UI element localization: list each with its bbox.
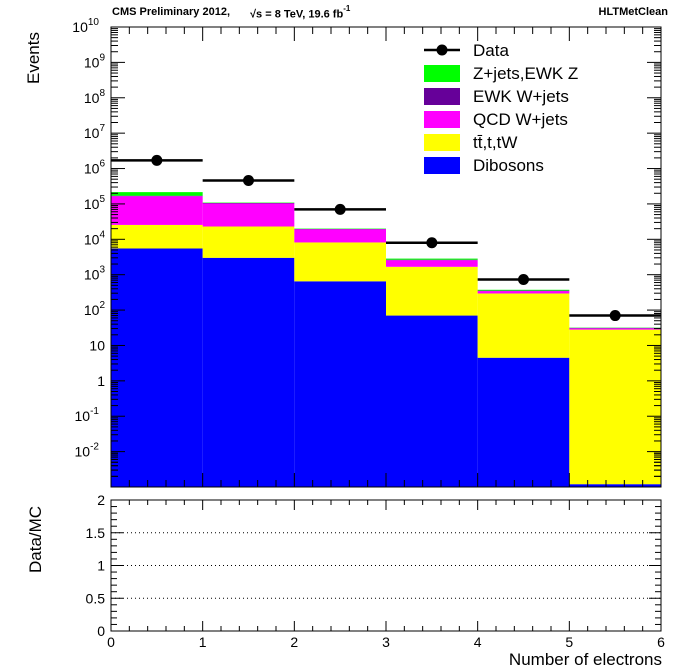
bar-2-5 [569, 328, 661, 330]
bar-2-3 [386, 260, 478, 267]
bar-0-1 [202, 257, 295, 487]
data-point-2 [334, 203, 346, 215]
y-tick-label-6: 104 [84, 229, 106, 247]
legend-label-0: Data [473, 41, 509, 60]
bar-1-5 [569, 329, 661, 485]
ratio-y-ticks: 0 0.5 1 1.5 2 [86, 492, 661, 639]
experiment-label: CMS Preliminary 2012, [112, 6, 230, 18]
main-y-tick-labels: 10-2 10-1 1 10 102 103 104 105 106 107 108 109 1010 [72, 17, 105, 460]
legend-label-5: Dibosons [473, 156, 544, 175]
bar-4-0 [111, 192, 203, 196]
legend-label-3: QCD W+jets [473, 110, 568, 129]
selection-label: HLTMetClean [599, 6, 668, 18]
x-tick-label-1: 1 [199, 634, 207, 650]
bar-1-4 [477, 293, 570, 358]
bar-2-1 [202, 203, 295, 227]
data-point-5 [609, 310, 621, 322]
data-points [111, 154, 661, 322]
legend-swatch-3 [424, 111, 460, 128]
legend-label-1: Z+jets,EWK Z [473, 64, 578, 83]
y-tick-label-8: 106 [84, 159, 106, 177]
bar-0-2 [294, 281, 386, 487]
ratio-y-tick-label-0: 0 [97, 623, 105, 639]
ratio-y-tick-label-3: 1.5 [86, 525, 106, 541]
legend-swatch-1 [424, 65, 460, 82]
data-point-0 [151, 154, 163, 166]
series-3 [111, 195, 661, 329]
y-tick-label-10: 108 [84, 88, 106, 106]
series-4 [111, 192, 661, 328]
data-point-3 [426, 237, 438, 249]
x-ticks [110, 27, 662, 631]
y-tick-label-4: 102 [84, 300, 106, 318]
series-2 [111, 196, 661, 330]
x-tick-label-3: 3 [382, 634, 390, 650]
main-y-axis-title: Events [24, 32, 43, 84]
ratio-y-tick-label-4: 2 [97, 492, 105, 508]
ratio-y-tick-label-1: 0.5 [86, 590, 106, 606]
y-tick-label-0: 10-2 [75, 442, 100, 460]
data-point-4 [518, 274, 529, 286]
bar-4-3 [386, 258, 478, 260]
bar-0-5 [569, 484, 661, 487]
y-tick-label-11: 109 [84, 52, 106, 70]
legend-swatch-4 [424, 134, 460, 151]
ratio-y-axis-title: Data/MC [26, 505, 45, 573]
bar-1-3 [386, 266, 478, 316]
y-tick-label-9: 107 [84, 123, 106, 141]
x-tick-label-5: 5 [565, 634, 573, 650]
energy-text: s = 8 TeV, 19.6 fb [256, 8, 344, 21]
legend-swatch-5 [424, 157, 460, 174]
x-tick-labels: 0 1 2 3 4 5 6 [107, 634, 665, 650]
legend: Data Z+jets,EWK Z EWK W+jets QCD W+jets tt̄,… [424, 41, 578, 175]
experiment-text: CMS Preliminary 2012, [112, 6, 231, 18]
main-y-ticks [111, 26, 661, 488]
series-0 [111, 248, 661, 487]
ratio-y-tick-label-2: 1 [97, 558, 105, 574]
sqrt-icon: √ [250, 8, 257, 21]
y-tick-label-1: 10-1 [75, 406, 100, 424]
y-tick-label-2: 1 [97, 373, 105, 389]
x-axis-title: Number of electrons [508, 650, 662, 669]
y-tick-label-3: 10 [89, 337, 105, 353]
series-1 [111, 224, 661, 485]
x-tick-label-4: 4 [474, 634, 482, 650]
data-point-1 [243, 174, 254, 186]
bar-2-2 [294, 229, 386, 243]
y-tick-label-12: 1010 [72, 17, 99, 35]
lumi-exponent: -1 [343, 4, 351, 13]
ratio-gridlines [111, 532, 661, 599]
legend-data-marker [436, 44, 448, 56]
stacked-histogram [111, 192, 661, 487]
bar-0-3 [386, 315, 478, 487]
bar-0-0 [111, 248, 203, 487]
y-tick-label-7: 105 [84, 194, 106, 212]
bar-2-0 [111, 196, 203, 225]
bar-4-4 [477, 289, 570, 291]
x-tick-label-0: 0 [107, 634, 115, 650]
x-tick-label-2: 2 [290, 634, 298, 650]
ratio-plot-frame [110, 499, 662, 632]
bar-1-0 [111, 224, 203, 249]
bar-2-4 [477, 291, 570, 294]
legend-label-2: EWK W+jets [473, 87, 569, 106]
legend-label-4: tt̄,t,tW [473, 133, 517, 152]
legend-swatch-2 [424, 88, 460, 105]
bar-1-2 [294, 242, 386, 282]
y-tick-label-5: 103 [84, 265, 106, 283]
bar-1-1 [202, 226, 295, 258]
x-tick-label-6: 6 [657, 634, 665, 650]
bar-0-4 [477, 357, 570, 487]
selection-text: HLTMetClean [598, 6, 668, 18]
energy-label: √s = 8 TeV, 19.6 fb-1 [250, 4, 351, 21]
